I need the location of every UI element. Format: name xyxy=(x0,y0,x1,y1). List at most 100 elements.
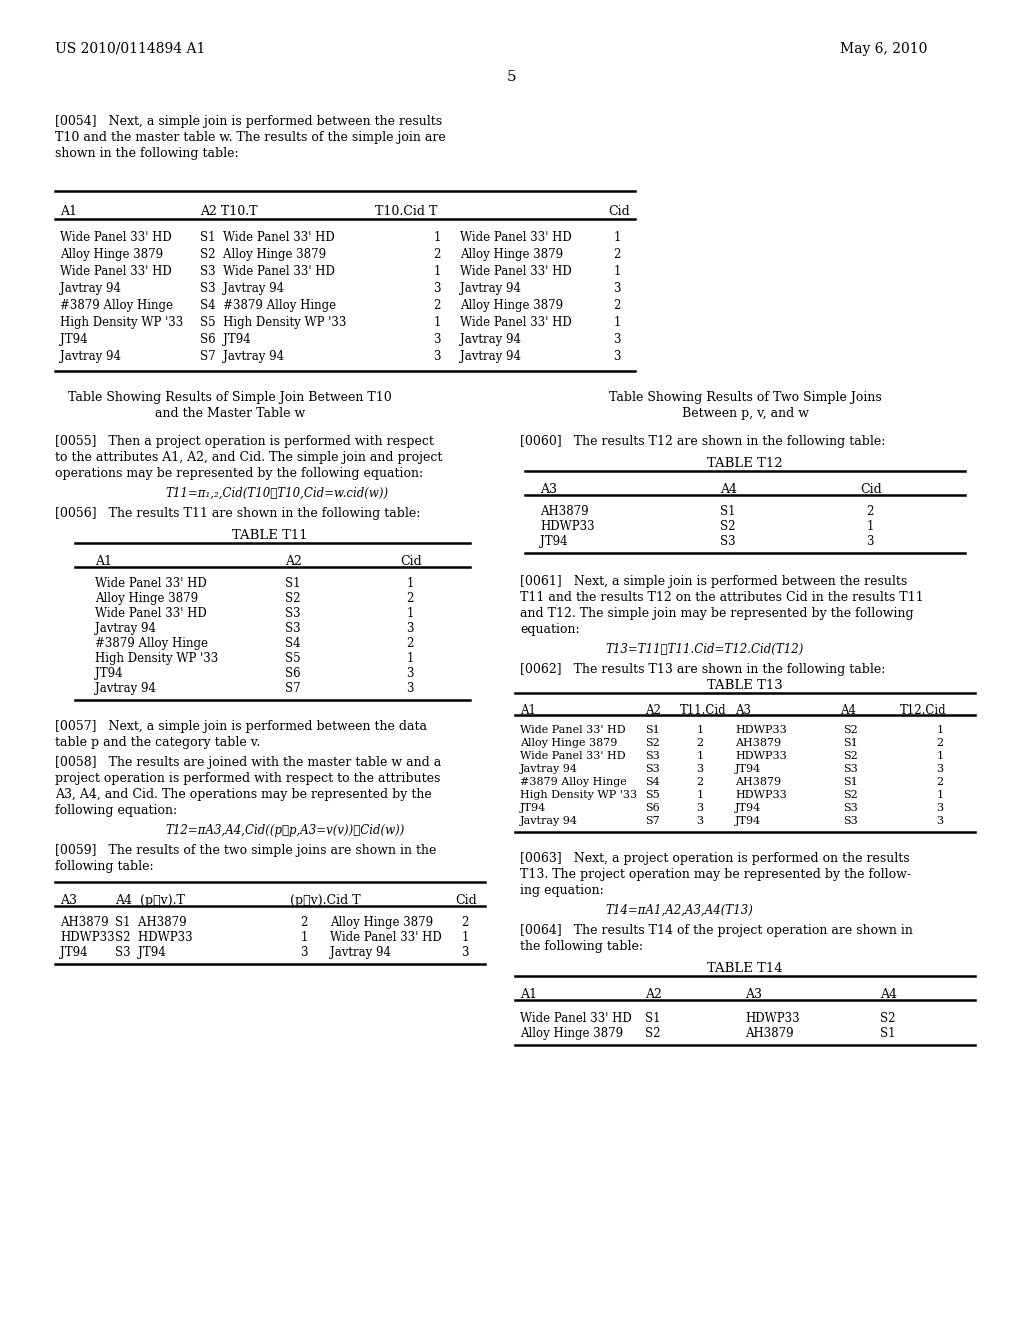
Text: S1: S1 xyxy=(843,738,858,748)
Text: 1: 1 xyxy=(936,789,943,800)
Text: S3: S3 xyxy=(843,816,858,826)
Text: [0055]   Then a project operation is performed with respect: [0055] Then a project operation is perfo… xyxy=(55,436,434,447)
Text: T12.Cid: T12.Cid xyxy=(900,704,946,717)
Text: Cid: Cid xyxy=(400,554,422,568)
Text: [0062]   The results T13 are shown in the following table:: [0062] The results T13 are shown in the … xyxy=(520,663,886,676)
Text: T10 and the master table w. The results of the simple join are: T10 and the master table w. The results … xyxy=(55,131,445,144)
Text: 2: 2 xyxy=(433,300,440,312)
Text: A1: A1 xyxy=(520,987,537,1001)
Text: HDWP33: HDWP33 xyxy=(540,520,595,533)
Text: Alloy Hinge 3879: Alloy Hinge 3879 xyxy=(95,591,198,605)
Text: Wide Panel 33' HD: Wide Panel 33' HD xyxy=(60,265,172,279)
Text: 3: 3 xyxy=(613,333,621,346)
Text: S2: S2 xyxy=(720,520,735,533)
Text: 2: 2 xyxy=(613,248,621,261)
Text: 1: 1 xyxy=(462,931,469,944)
Text: 2: 2 xyxy=(462,916,469,929)
Text: 3: 3 xyxy=(696,816,703,826)
Text: TABLE T14: TABLE T14 xyxy=(708,962,782,975)
Text: JT94: JT94 xyxy=(60,946,88,960)
Text: 3: 3 xyxy=(696,803,703,813)
Text: JT94: JT94 xyxy=(540,535,567,548)
Text: HDWP33: HDWP33 xyxy=(745,1012,800,1026)
Text: Cid: Cid xyxy=(455,894,477,907)
Text: [0056]   The results T11 are shown in the following table:: [0056] The results T11 are shown in the … xyxy=(55,507,421,520)
Text: project operation is performed with respect to the attributes: project operation is performed with resp… xyxy=(55,772,440,785)
Text: S1: S1 xyxy=(880,1027,896,1040)
Text: [0057]   Next, a simple join is performed between the data: [0057] Next, a simple join is performed … xyxy=(55,719,427,733)
Text: S1: S1 xyxy=(720,506,735,517)
Text: S5  High Density WP '33: S5 High Density WP '33 xyxy=(200,315,346,329)
Text: [0060]   The results T12 are shown in the following table:: [0060] The results T12 are shown in the … xyxy=(520,436,886,447)
Text: S2: S2 xyxy=(645,1027,660,1040)
Text: 3: 3 xyxy=(936,803,943,813)
Text: High Density WP '33: High Density WP '33 xyxy=(520,789,637,800)
Text: following equation:: following equation: xyxy=(55,804,177,817)
Text: Wide Panel 33' HD: Wide Panel 33' HD xyxy=(520,1012,632,1026)
Text: 3: 3 xyxy=(461,946,469,960)
Text: 3: 3 xyxy=(613,350,621,363)
Text: Wide Panel 33' HD: Wide Panel 33' HD xyxy=(95,577,207,590)
Text: S7: S7 xyxy=(645,816,659,826)
Text: T12=πA3,A4,Cid((p⊺p,A3=v(v))⊺Cid(w)): T12=πA3,A4,Cid((p⊺p,A3=v(v))⊺Cid(w)) xyxy=(165,824,404,837)
Text: 1: 1 xyxy=(407,577,414,590)
Text: Wide Panel 33' HD: Wide Panel 33' HD xyxy=(330,931,441,944)
Text: AH3879: AH3879 xyxy=(60,916,109,929)
Text: Alloy Hinge 3879: Alloy Hinge 3879 xyxy=(60,248,163,261)
Text: A3: A3 xyxy=(735,704,751,717)
Text: May 6, 2010: May 6, 2010 xyxy=(840,42,928,55)
Text: S5: S5 xyxy=(645,789,659,800)
Text: AH3879: AH3879 xyxy=(745,1027,794,1040)
Text: Wide Panel 33' HD: Wide Panel 33' HD xyxy=(460,231,571,244)
Text: 2: 2 xyxy=(433,248,440,261)
Text: S6: S6 xyxy=(645,803,659,813)
Text: [0054]   Next, a simple join is performed between the results: [0054] Next, a simple join is performed … xyxy=(55,115,442,128)
Text: A3: A3 xyxy=(745,987,762,1001)
Text: A1: A1 xyxy=(60,205,77,218)
Text: S4  #3879 Alloy Hinge: S4 #3879 Alloy Hinge xyxy=(200,300,336,312)
Text: S6: S6 xyxy=(285,667,301,680)
Text: Wide Panel 33' HD: Wide Panel 33' HD xyxy=(60,231,172,244)
Text: T13. The project operation may be represented by the follow-: T13. The project operation may be repres… xyxy=(520,869,911,880)
Text: 2: 2 xyxy=(936,777,943,787)
Text: S2  Alloy Hinge 3879: S2 Alloy Hinge 3879 xyxy=(200,248,326,261)
Text: S2: S2 xyxy=(843,789,858,800)
Text: T13=T11⊺T11.Cid=T12.Cid(T12): T13=T11⊺T11.Cid=T12.Cid(T12) xyxy=(605,643,804,656)
Text: S3: S3 xyxy=(720,535,735,548)
Text: S1: S1 xyxy=(285,577,300,590)
Text: 1: 1 xyxy=(300,931,307,944)
Text: A2 T10.T: A2 T10.T xyxy=(200,205,257,218)
Text: Between p, v, and w: Between p, v, and w xyxy=(682,407,809,420)
Text: T11=π₁,₂,Cid(T10⊺T10,Cid=w.cid(w)): T11=π₁,₂,Cid(T10⊺T10,Cid=w.cid(w)) xyxy=(165,487,388,500)
Text: S2: S2 xyxy=(645,738,659,748)
Text: AH3879: AH3879 xyxy=(735,738,781,748)
Text: S3: S3 xyxy=(843,764,858,774)
Text: 1: 1 xyxy=(407,652,414,665)
Text: 3: 3 xyxy=(696,764,703,774)
Text: 1: 1 xyxy=(433,265,440,279)
Text: S2: S2 xyxy=(843,725,858,735)
Text: A4: A4 xyxy=(880,987,897,1001)
Text: JT94: JT94 xyxy=(735,803,761,813)
Text: 1: 1 xyxy=(696,789,703,800)
Text: S7  Javtray 94: S7 Javtray 94 xyxy=(200,350,284,363)
Text: A4: A4 xyxy=(840,704,856,717)
Text: and T12. The simple join may be represented by the following: and T12. The simple join may be represen… xyxy=(520,607,913,620)
Text: [0064]   The results T14 of the project operation are shown in: [0064] The results T14 of the project op… xyxy=(520,924,912,937)
Text: A1: A1 xyxy=(520,704,536,717)
Text: Wide Panel 33' HD: Wide Panel 33' HD xyxy=(520,725,626,735)
Text: HDWP33: HDWP33 xyxy=(735,751,786,762)
Text: A1: A1 xyxy=(95,554,112,568)
Text: Javtray 94: Javtray 94 xyxy=(95,622,156,635)
Text: Cid: Cid xyxy=(860,483,882,496)
Text: 3: 3 xyxy=(936,764,943,774)
Text: JT94: JT94 xyxy=(60,333,88,346)
Text: T10.Cid T: T10.Cid T xyxy=(375,205,437,218)
Text: 2: 2 xyxy=(696,738,703,748)
Text: A2: A2 xyxy=(645,704,660,717)
Text: 1: 1 xyxy=(407,607,414,620)
Text: S2: S2 xyxy=(843,751,858,762)
Text: T14=πA1,A2,A3,A4(T13): T14=πA1,A2,A3,A4(T13) xyxy=(605,904,753,917)
Text: A2: A2 xyxy=(645,987,662,1001)
Text: 1: 1 xyxy=(613,315,621,329)
